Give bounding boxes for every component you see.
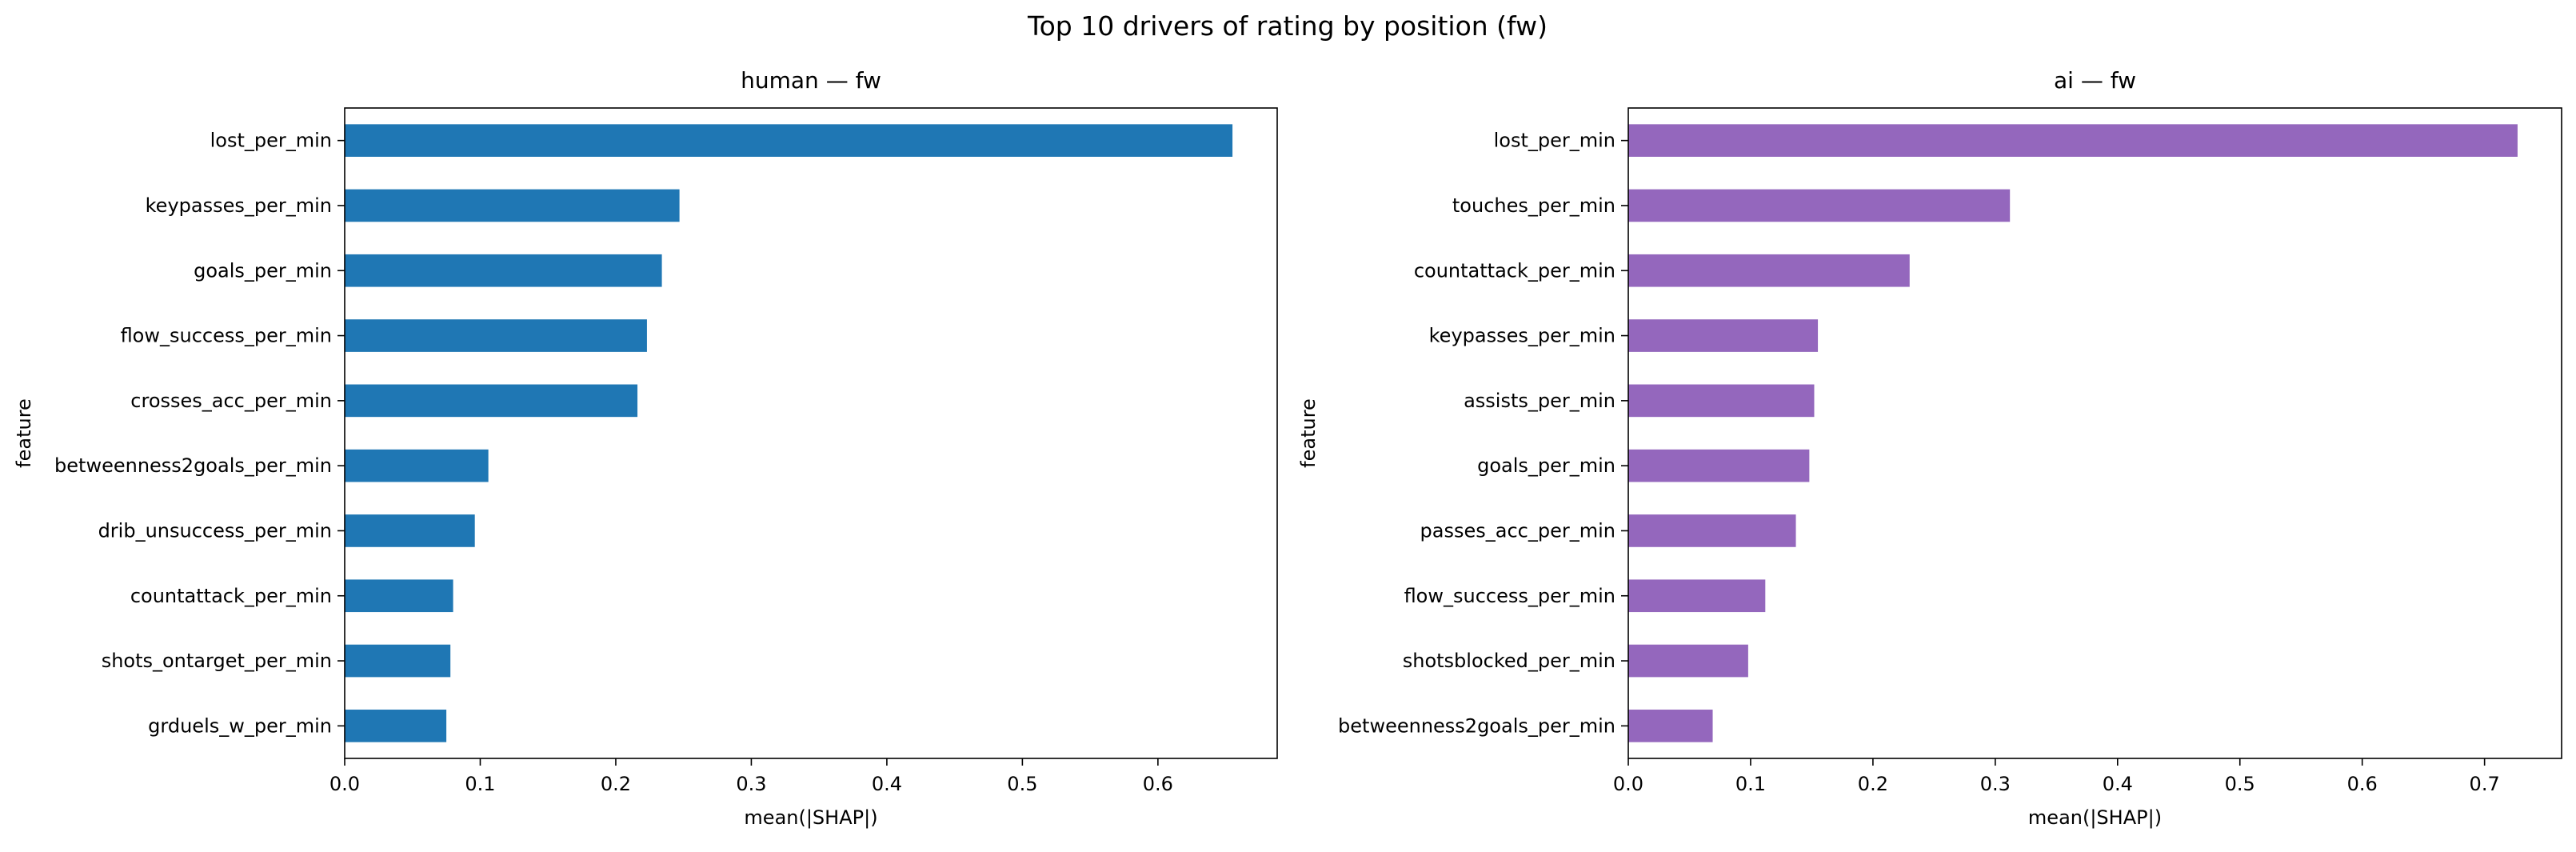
x-tick-label: 0.2 [1858,773,1888,795]
chart-panel-human: lost_per_min keypasses_per_min goals_per_m… [13,67,1278,829]
x-tick-label: 0.6 [1143,773,1173,795]
human-bar-keypasses-per-min [345,189,680,222]
axes-frame [1627,107,2562,759]
y-tick-label: shotsblocked_per_min [1403,650,1615,672]
human-bar-goals-per-min [345,254,662,287]
human-bar-flow-success-per-min [345,319,647,352]
x-tick-label: 0.4 [2103,773,2133,795]
x-tick-label: 0.5 [2225,773,2255,795]
human-bar-lost-per-min [345,124,1233,157]
y-tick-label: drib_unsuccess_per_min [98,519,332,542]
ai-bar-flow-success-per-min [1628,579,1766,613]
y-tick-label: flow_success_per_min [1404,585,1615,607]
x-tick-label: 0.2 [601,773,631,795]
x-tick-label: 0.1 [1735,773,1766,795]
ai-bar-touches-per-min [1628,189,2011,222]
ai-bar-passes-acc-per-min [1628,514,1796,547]
ai-bar-countattack-per-min [1628,254,1910,287]
x-axis-label: mean(|SHAP|) [2028,806,2162,829]
human-bar-grduels-w-per-min [345,710,447,742]
y-tick-label: goals_per_min [194,259,332,282]
y-tick-label: crosses_acc_per_min [130,390,332,412]
x-tick-label: 0.0 [329,773,360,795]
y-tick-label: betweenness2goals_per_min [54,454,332,477]
y-tick-label: touches_per_min [1452,194,1615,217]
x-tick-label: 0.3 [736,773,766,795]
x-tick-label: 0.6 [2347,773,2378,795]
y-tick-label: betweenness2goals_per_min [1338,714,1615,737]
x-tick-label: 0.1 [465,773,495,795]
chart-panel-ai: lost_per_min touches_per_min countattack_p… [1297,67,2562,829]
human-bar-crosses-acc-per-min [345,384,638,418]
y-tick-label: assists_per_min [1464,390,1615,412]
human-bar-drib-unsuccess-per-min [345,514,475,547]
x-tick-label: 0.0 [1613,773,1643,795]
y-tick-label: countattack_per_min [130,585,332,607]
y-tick-label: countattack_per_min [1414,259,1615,282]
ai-bar-lost-per-min [1628,124,2518,157]
x-axis-label: mean(|SHAP|) [744,806,877,829]
y-tick-label: keypasses_per_min [1429,325,1615,347]
y-tick-label: lost_per_min [1494,130,1615,152]
y-tick-label: grduels_w_per_min [148,714,332,737]
y-tick-label: flow_success_per_min [121,325,332,347]
ai-bar-betweenness2goals-per-min [1628,710,1713,742]
y-tick-label: goals_per_min [1477,454,1615,477]
panel-title: human — fw [741,67,881,94]
human-bar-countattack-per-min [345,579,453,613]
human-bar-shots-ontarget-per-min [345,644,451,678]
figure-title: Top 10 drivers of rating by position (fw… [1027,10,1548,42]
ai-bar-assists-per-min [1628,384,1815,418]
x-tick-label: 0.4 [872,773,902,795]
y-tick-label: shots_ontarget_per_min [102,650,332,672]
ai-bar-goals-per-min [1628,449,1810,482]
human-bar-betweenness2goals-per-min [345,449,489,482]
ai-bar-shotsblocked-per-min [1628,644,1748,678]
y-tick-label: lost_per_min [210,130,332,152]
y-axis-label: feature [1297,398,1320,468]
panel-title: ai — fw [2054,67,2136,94]
y-tick-label: keypasses_per_min [146,194,332,217]
axes-frame [344,107,1278,759]
ai-bar-keypasses-per-min [1628,319,1819,352]
y-tick-label: passes_acc_per_min [1420,519,1615,542]
y-axis-label: feature [13,398,35,468]
x-tick-label: 0.7 [2470,773,2500,795]
x-tick-label: 0.5 [1007,773,1037,795]
x-tick-label: 0.3 [1980,773,2011,795]
